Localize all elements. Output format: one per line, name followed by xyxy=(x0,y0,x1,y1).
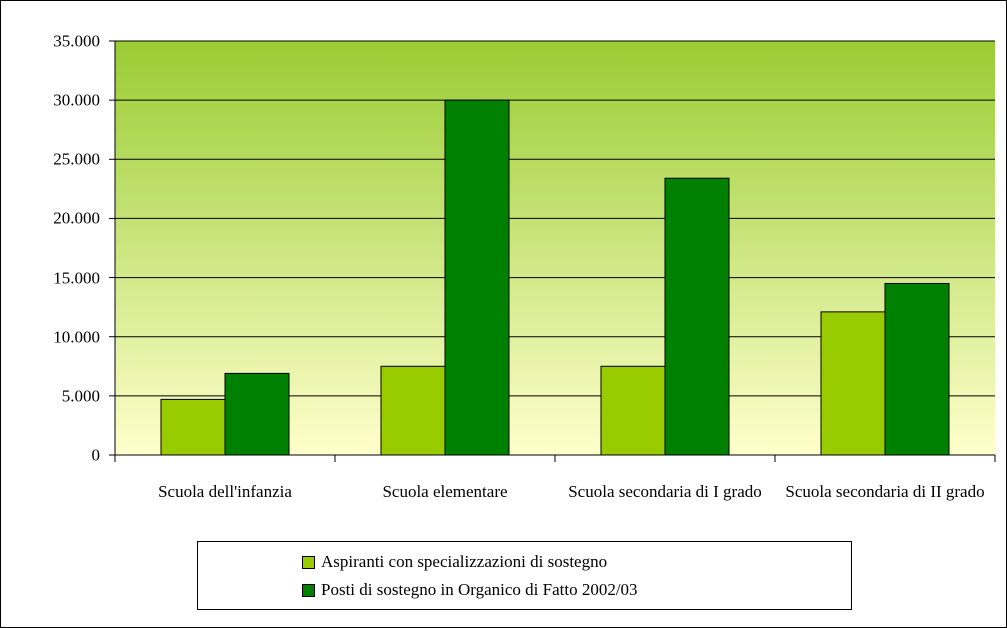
y-tick-label: 0 xyxy=(91,445,101,465)
bar xyxy=(160,398,226,456)
x-tick-label: Scuola elementare xyxy=(382,482,508,501)
legend-item: Aspiranti con specializzazioni di sosteg… xyxy=(302,548,851,576)
legend: Aspiranti con specializzazioni di sosteg… xyxy=(197,541,852,610)
bar xyxy=(600,365,666,456)
y-tick-label: 5.000 xyxy=(61,386,100,406)
y-tick-label: 25.000 xyxy=(53,149,100,169)
bar xyxy=(884,282,950,456)
legend-swatch xyxy=(302,583,315,597)
bar xyxy=(380,365,446,456)
bar xyxy=(664,177,730,456)
y-tick-label: 20.000 xyxy=(53,208,100,228)
y-tick-label: 35.000 xyxy=(53,31,100,51)
bar xyxy=(820,311,886,456)
bar xyxy=(444,99,510,456)
y-tick-label: 10.000 xyxy=(53,327,100,347)
bar xyxy=(224,372,290,456)
y-tick-label: 30.000 xyxy=(53,90,100,110)
x-tick-label: Scuola secondaria di II grado xyxy=(785,482,985,501)
x-tick-label: Scuola dell'infanzia xyxy=(158,482,292,501)
x-tick-label: Scuola secondaria di I grado xyxy=(568,482,762,501)
legend-swatch xyxy=(302,555,315,569)
legend-label: Aspiranti con specializzazioni di sosteg… xyxy=(321,552,608,571)
legend-label: Posti di sostegno in Organico di Fatto 2… xyxy=(321,580,638,599)
legend-item: Posti di sostegno in Organico di Fatto 2… xyxy=(302,576,851,604)
y-tick-label: 15.000 xyxy=(53,268,100,288)
